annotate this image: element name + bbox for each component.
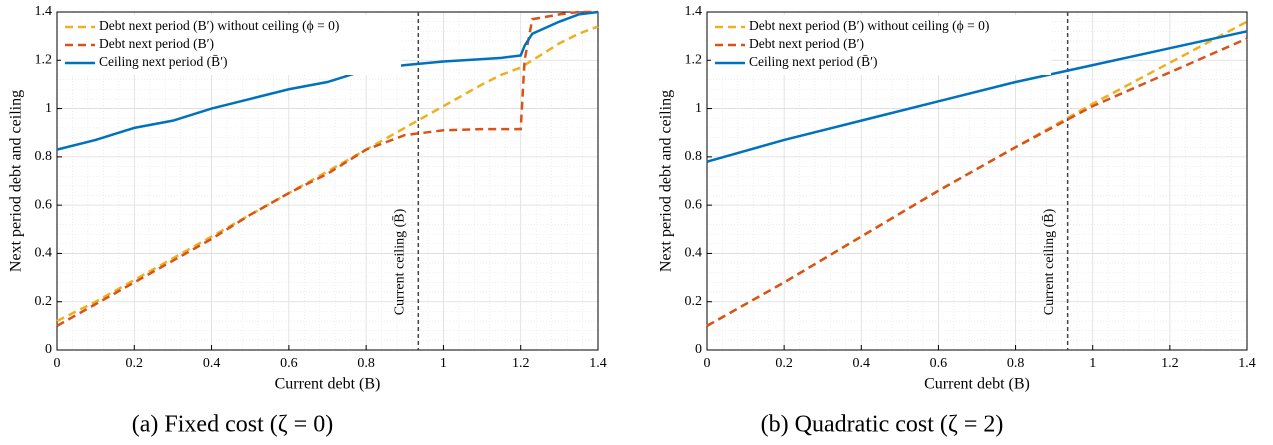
x-tick-label: 0.6 <box>930 356 948 371</box>
y-tick-label: 0.8 <box>35 149 53 164</box>
y-tick-label: 1.4 <box>35 4 53 19</box>
legend-box <box>61 15 401 75</box>
series-line <box>56 10 599 151</box>
legend-label: Debt next period (B′) without ceiling (ϕ… <box>749 18 989 33</box>
legend-label: Ceiling next period (B̄′) <box>749 54 878 69</box>
x-tick-label: 1 <box>1089 356 1096 371</box>
legend-label: Debt next period (B′) without ceiling (ϕ… <box>99 18 339 33</box>
x-axis-label: Current debt (B) <box>275 376 381 393</box>
x-tick-label: 0 <box>54 356 61 371</box>
y-tick-label: 0.6 <box>685 197 703 212</box>
y-axis-label: Next period debt and ceiling <box>8 90 25 272</box>
series-line <box>56 10 598 327</box>
y-tick-label: 0 <box>45 342 52 357</box>
x-tick-label: 0.8 <box>357 356 375 371</box>
y-tick-label: 0.2 <box>685 294 703 309</box>
y-tick-label: 0.4 <box>685 246 703 261</box>
x-tick-label: 0 <box>704 356 711 371</box>
y-tick-label: 0.6 <box>35 197 53 212</box>
legend-label: Ceiling next period (B̄′) <box>99 54 228 69</box>
panel: 0 0.2 0.4 0.6 0.8 1 1.2 1.4 0 0.2 0.4 0.6 0.8 1 1.2 1.4… <box>658 4 1256 437</box>
x-tick-label: 1.2 <box>512 356 530 371</box>
axes-box <box>56 11 599 351</box>
legend-label: Debt next period (B′) <box>99 36 214 51</box>
y-tick-label: 0.4 <box>35 246 53 261</box>
y-tick-label: 0 <box>695 342 702 357</box>
legend-box <box>711 15 1051 75</box>
series-line <box>56 25 599 323</box>
y-tick-label: 1 <box>45 101 52 116</box>
caption: (a) Fixed cost (ζ = 0) <box>132 412 333 438</box>
x-tick-label: 0.6 <box>280 356 298 371</box>
y-tick-label: 0.2 <box>35 294 53 309</box>
x-tick-label: 1.4 <box>1238 356 1256 371</box>
x-tick-label: 0.8 <box>1007 356 1025 371</box>
y-axis-label: Next period debt and ceiling <box>658 90 675 272</box>
x-tick-label: 0.2 <box>126 356 144 371</box>
axes-box <box>706 11 1248 351</box>
ceiling-label: Current ceiling (B̄) <box>392 208 408 315</box>
x-tick-label: 1.4 <box>589 356 607 371</box>
x-axis-label: Current debt (B) <box>924 376 1030 393</box>
y-tick-label: 1.2 <box>35 53 53 68</box>
caption: (b) Quadratic cost (ζ = 2) <box>761 412 1004 438</box>
panel: 0 0.2 0.4 0.6 0.8 1 1.2 1.4 0 0.2 0.4 0.6 0.8 1 1.2 1.4… <box>8 4 607 437</box>
y-tick-label: 1 <box>695 101 702 116</box>
legend-label: Debt next period (B′) <box>749 36 864 51</box>
series-line <box>706 30 1248 163</box>
ceiling-label: Current ceiling (B̄) <box>1041 208 1057 315</box>
y-tick-label: 1.4 <box>685 4 703 19</box>
x-tick-label: 0.4 <box>203 356 221 371</box>
y-tick-label: 1.2 <box>685 53 703 68</box>
x-tick-label: 0.2 <box>775 356 793 371</box>
y-tick-label: 0.8 <box>685 149 703 164</box>
x-tick-label: 1 <box>440 356 447 371</box>
series-line <box>706 37 1248 327</box>
x-tick-label: 0.4 <box>853 356 871 371</box>
x-tick-label: 1.2 <box>1161 356 1179 371</box>
